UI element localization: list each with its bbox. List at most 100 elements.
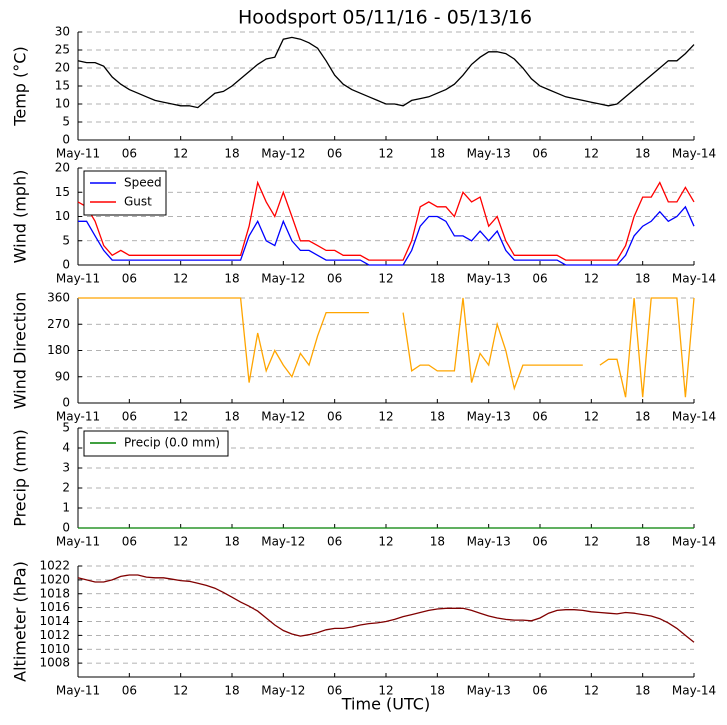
x-tick-label: 06 bbox=[327, 684, 342, 698]
y-tick-label: 20 bbox=[55, 161, 70, 175]
x-tick-label: May-13 bbox=[467, 684, 511, 698]
x-tick-label: 18 bbox=[430, 535, 445, 549]
y-tick-label: 5 bbox=[62, 233, 70, 247]
x-tick-label: 06 bbox=[327, 147, 342, 161]
x-tick-label: May-12 bbox=[261, 535, 305, 549]
x-tick-label: May-14 bbox=[672, 535, 716, 549]
y-tick-label: 0 bbox=[62, 133, 70, 147]
y-axis-label: Wind (mph) bbox=[11, 170, 30, 264]
x-tick-label: 12 bbox=[584, 272, 599, 286]
x-tick-label: 06 bbox=[122, 535, 137, 549]
x-tick-label: 18 bbox=[224, 410, 239, 424]
y-tick-label: 15 bbox=[55, 185, 70, 199]
y-tick-label: 1020 bbox=[39, 572, 70, 586]
x-tick-label: May-12 bbox=[261, 684, 305, 698]
x-tick-label: May-13 bbox=[467, 272, 511, 286]
x-tick-label: May-11 bbox=[56, 684, 100, 698]
x-tick-label: 06 bbox=[532, 272, 547, 286]
y-tick-label: 90 bbox=[55, 369, 70, 383]
y-tick-label: 1008 bbox=[39, 656, 70, 670]
x-tick-label: May-14 bbox=[672, 272, 716, 286]
y-axis-label: Wind Direction bbox=[11, 292, 30, 410]
x-tick-label: May-11 bbox=[56, 272, 100, 286]
x-tick-label: 12 bbox=[584, 535, 599, 549]
x-tick-label: 18 bbox=[430, 684, 445, 698]
chart-title: Hoodsport 05/11/16 - 05/13/16 bbox=[238, 7, 532, 29]
y-tick-label: 360 bbox=[47, 291, 70, 305]
y-tick-label: 15 bbox=[55, 79, 70, 93]
x-tick-label: May-11 bbox=[56, 535, 100, 549]
y-tick-label: 0 bbox=[62, 258, 70, 272]
x-tick-label: 18 bbox=[635, 410, 650, 424]
x-tick-label: 12 bbox=[173, 535, 188, 549]
y-tick-label: 1010 bbox=[39, 642, 70, 656]
x-tick-label: 18 bbox=[635, 147, 650, 161]
x-tick-label: 06 bbox=[122, 410, 137, 424]
data-line bbox=[78, 205, 695, 266]
x-tick-label: 06 bbox=[532, 147, 547, 161]
y-tick-label: 5 bbox=[62, 421, 70, 435]
x-tick-label: May-11 bbox=[56, 410, 100, 424]
x-axis-label: Time (UTC) bbox=[341, 695, 430, 714]
x-tick-label: 18 bbox=[224, 147, 239, 161]
y-tick-label: 2 bbox=[62, 481, 70, 495]
y-axis-label: Temp (°C) bbox=[11, 46, 30, 126]
x-tick-label: 06 bbox=[122, 684, 137, 698]
x-tick-label: May-13 bbox=[467, 535, 511, 549]
y-tick-label: 25 bbox=[55, 43, 70, 57]
x-tick-label: 18 bbox=[635, 535, 650, 549]
x-tick-label: May-12 bbox=[261, 410, 305, 424]
data-line bbox=[78, 297, 695, 398]
x-tick-label: May-11 bbox=[56, 147, 100, 161]
x-tick-label: 12 bbox=[378, 410, 393, 424]
y-tick-label: 3 bbox=[62, 461, 70, 475]
y-tick-label: 270 bbox=[47, 317, 70, 331]
x-tick-label: 18 bbox=[430, 272, 445, 286]
y-tick-label: 1022 bbox=[39, 559, 70, 573]
x-tick-label: 18 bbox=[224, 272, 239, 286]
legend-label: Speed bbox=[124, 176, 162, 190]
x-tick-label: 12 bbox=[378, 684, 393, 698]
x-tick-label: 06 bbox=[327, 272, 342, 286]
x-tick-label: 06 bbox=[532, 684, 547, 698]
x-tick-label: 18 bbox=[224, 535, 239, 549]
x-tick-label: 18 bbox=[430, 410, 445, 424]
y-tick-label: 1014 bbox=[39, 614, 70, 628]
x-tick-label: 06 bbox=[532, 535, 547, 549]
x-tick-label: 12 bbox=[378, 147, 393, 161]
x-tick-label: 18 bbox=[635, 272, 650, 286]
y-tick-label: 0 bbox=[62, 396, 70, 410]
y-tick-label: 1012 bbox=[39, 628, 70, 642]
x-tick-label: 18 bbox=[430, 147, 445, 161]
legend-label: Gust bbox=[124, 195, 152, 209]
x-tick-label: May-12 bbox=[261, 272, 305, 286]
y-tick-label: 1018 bbox=[39, 586, 70, 600]
legend-box bbox=[83, 170, 167, 216]
x-tick-label: 12 bbox=[173, 272, 188, 286]
x-tick-label: 18 bbox=[635, 684, 650, 698]
y-tick-label: 0 bbox=[62, 521, 70, 535]
x-tick-label: 12 bbox=[173, 684, 188, 698]
x-tick-label: 12 bbox=[584, 147, 599, 161]
x-tick-label: 06 bbox=[327, 535, 342, 549]
x-tick-label: May-14 bbox=[672, 147, 716, 161]
y-tick-label: 10 bbox=[55, 209, 70, 223]
x-tick-label: 12 bbox=[173, 147, 188, 161]
x-tick-label: 06 bbox=[122, 272, 137, 286]
data-line bbox=[77, 36, 695, 109]
y-tick-label: 30 bbox=[55, 25, 70, 39]
y-axis-label: Altimeter (hPa) bbox=[11, 561, 30, 682]
y-tick-label: 1016 bbox=[39, 600, 70, 614]
x-tick-label: 12 bbox=[584, 684, 599, 698]
y-tick-label: 1 bbox=[62, 501, 70, 515]
x-tick-label: 12 bbox=[173, 410, 188, 424]
x-tick-label: 06 bbox=[122, 147, 137, 161]
x-tick-label: 18 bbox=[224, 684, 239, 698]
y-tick-label: 20 bbox=[55, 61, 70, 75]
x-tick-label: 06 bbox=[532, 410, 547, 424]
y-tick-label: 10 bbox=[55, 97, 70, 111]
data-line bbox=[77, 180, 695, 261]
y-tick-label: 4 bbox=[62, 441, 70, 455]
y-axis-label: Precip (mm) bbox=[11, 429, 30, 527]
